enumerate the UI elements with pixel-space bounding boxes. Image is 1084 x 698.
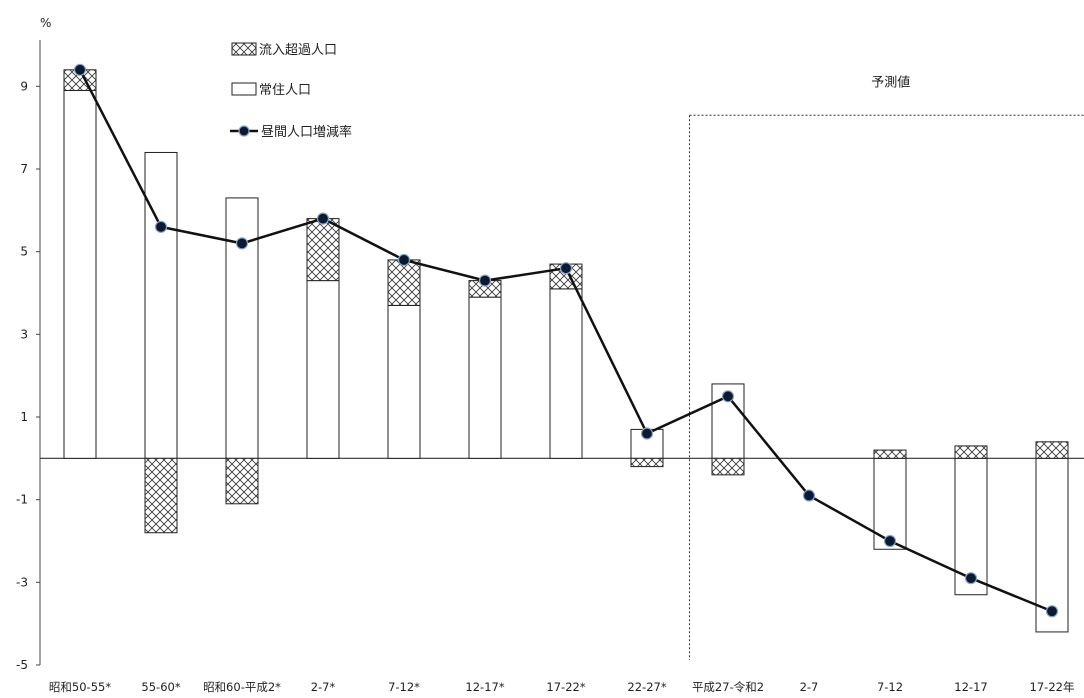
legend-inflow-swatch [231,42,257,56]
forecast-region: 予測値 [689,74,1084,660]
inflow-bar [225,457,259,505]
rate-point [640,427,654,440]
bars [63,69,1069,633]
x-tick-label: 昭和60-平成2* [203,680,281,694]
x-tick-label: 55-60* [141,680,180,694]
inflow-bar [711,457,745,476]
y-tick-label: -1 [16,493,28,507]
x-tick-label: 22-27* [627,680,666,694]
x-tick-label: 2-7* [311,680,336,694]
x-tick-label: 7-12* [388,680,420,694]
rate-point [316,212,330,225]
inflow-bar [954,445,988,459]
x-tick-label: 2-7 [800,680,819,694]
resident-bar [144,151,178,459]
y-axis-unit: % [40,16,51,30]
legend-rate-marker [238,125,250,137]
x-tick-label: 12-17 [954,680,987,694]
x-tick-label: 12-17* [465,680,504,694]
legend-inflow-label: 流入超過人口 [259,43,337,58]
legend-resident-label: 常住人口 [259,83,311,98]
rate-point [73,63,87,76]
resident-bar [468,296,502,459]
y-tick-label: 3 [20,327,28,341]
inflow-bar [1035,441,1069,459]
rate-point [721,390,735,403]
x-axis-labels: 昭和50-55* 55-60* 昭和60-平成2* 2-7* 7-12* 12-17* 17… [49,680,1075,694]
y-tick-label: 1 [20,410,28,424]
legend-rate-label: 昼間人口増減率 [261,124,352,140]
rate-line [73,63,1059,618]
x-tick-label: 7-12 [877,680,903,694]
x-tick-label: 昭和50-55* [49,680,111,694]
y-tick-label: 5 [20,245,28,259]
rate-point [235,237,249,250]
rate-point [397,253,411,267]
resident-bar [63,89,97,459]
resident-bar [306,280,340,459]
rate-point [478,274,492,287]
rate-point [559,262,573,275]
resident-bar [225,197,259,459]
legend-resident-swatch [231,82,257,96]
x-tick-label: 17-22* [546,680,585,694]
y-tick-label: 9 [20,79,28,93]
rate-point [964,572,978,585]
y-tick-label: 7 [20,162,28,176]
resident-bar [387,304,421,459]
x-tick-label: 平成27-令和2 [692,680,764,694]
inflow-bar [144,457,178,534]
rate-point [802,489,816,502]
rate-point [883,534,897,548]
inflow-bar [630,457,664,468]
inflow-bar [873,449,907,459]
rate-point [1045,605,1059,618]
y-tick-label: -5 [16,658,28,672]
forecast-label: 予測値 [871,74,910,90]
y-tick-label: -3 [16,575,28,589]
resident-bar [549,288,583,459]
rate-point [154,220,168,233]
inflow-bar [306,218,340,282]
x-tick-label: 17-22年 [1030,680,1075,694]
inflow-bar [387,259,421,306]
